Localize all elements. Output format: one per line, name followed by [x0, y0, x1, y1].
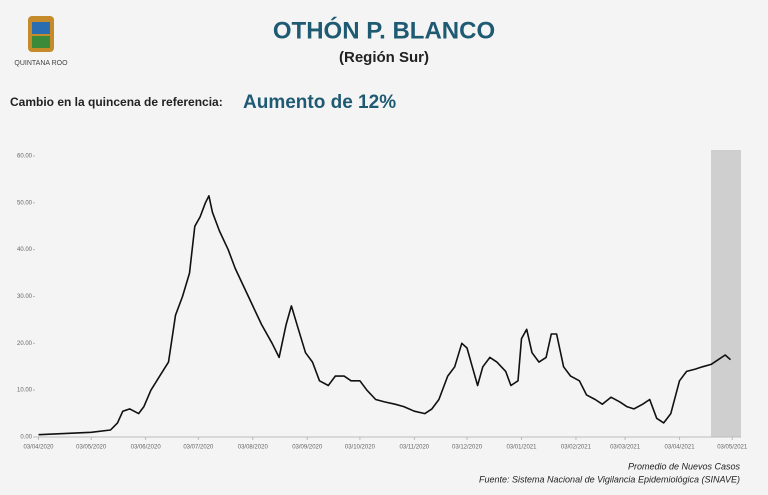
summary-value: Aumento de 12% — [243, 92, 396, 113]
x-tick-label: 03/11/2020 — [400, 445, 430, 451]
y-tick-label: 10.00 — [17, 388, 33, 394]
line — [38, 195, 732, 436]
y-tick-label: 30.00 — [17, 294, 33, 300]
x-tick-label: 03/01/2021 — [506, 445, 537, 451]
x-tick-label: 03/04/2020 — [23, 445, 54, 451]
x-tick-label: 03/10/2020 — [345, 445, 376, 451]
footer-source: Fuente: Sistema Nacional de Vigilancia E… — [479, 474, 740, 484]
y-tick-label: 60.00 — [17, 154, 33, 160]
subtitle: (Región Sur) — [339, 49, 429, 66]
x-tick-label: 03/08/2020 — [238, 445, 269, 451]
x-tick-label: 03/04/2021 — [665, 445, 696, 451]
x-tick-label: 03/03/2021 — [610, 445, 641, 451]
y-tick-label: 20.00 — [17, 341, 33, 347]
y-tick-label: 50.00 — [17, 200, 33, 206]
logo-top — [32, 22, 50, 34]
y-tick-label: 40.00 — [17, 247, 33, 253]
reference-band — [711, 150, 741, 437]
logo-text: QUINTANA ROO — [14, 60, 68, 67]
x-tick-label: 03/07/2020 — [183, 445, 214, 451]
summary-label: Cambio en la quincena de referencia: — [10, 95, 223, 109]
x-tick-label: 03/12/2020 — [452, 445, 483, 451]
x-tick-label: 03/06/2020 — [131, 445, 162, 451]
x-tick-label: 03/05/2021 — [717, 445, 748, 451]
x-tick-label: 03/09/2020 — [292, 445, 323, 451]
y-tick-label: 0.00 — [20, 435, 32, 441]
title: OTHÓN P. BLANCO — [273, 16, 495, 44]
logo-bottom — [32, 36, 50, 48]
logo: QUINTANA ROO — [14, 16, 68, 67]
x-tick-label: 03/02/2021 — [561, 445, 592, 451]
x-tick-label: 03/05/2020 — [76, 445, 107, 451]
footer-note: Promedio de Nuevos Casos — [628, 461, 741, 471]
